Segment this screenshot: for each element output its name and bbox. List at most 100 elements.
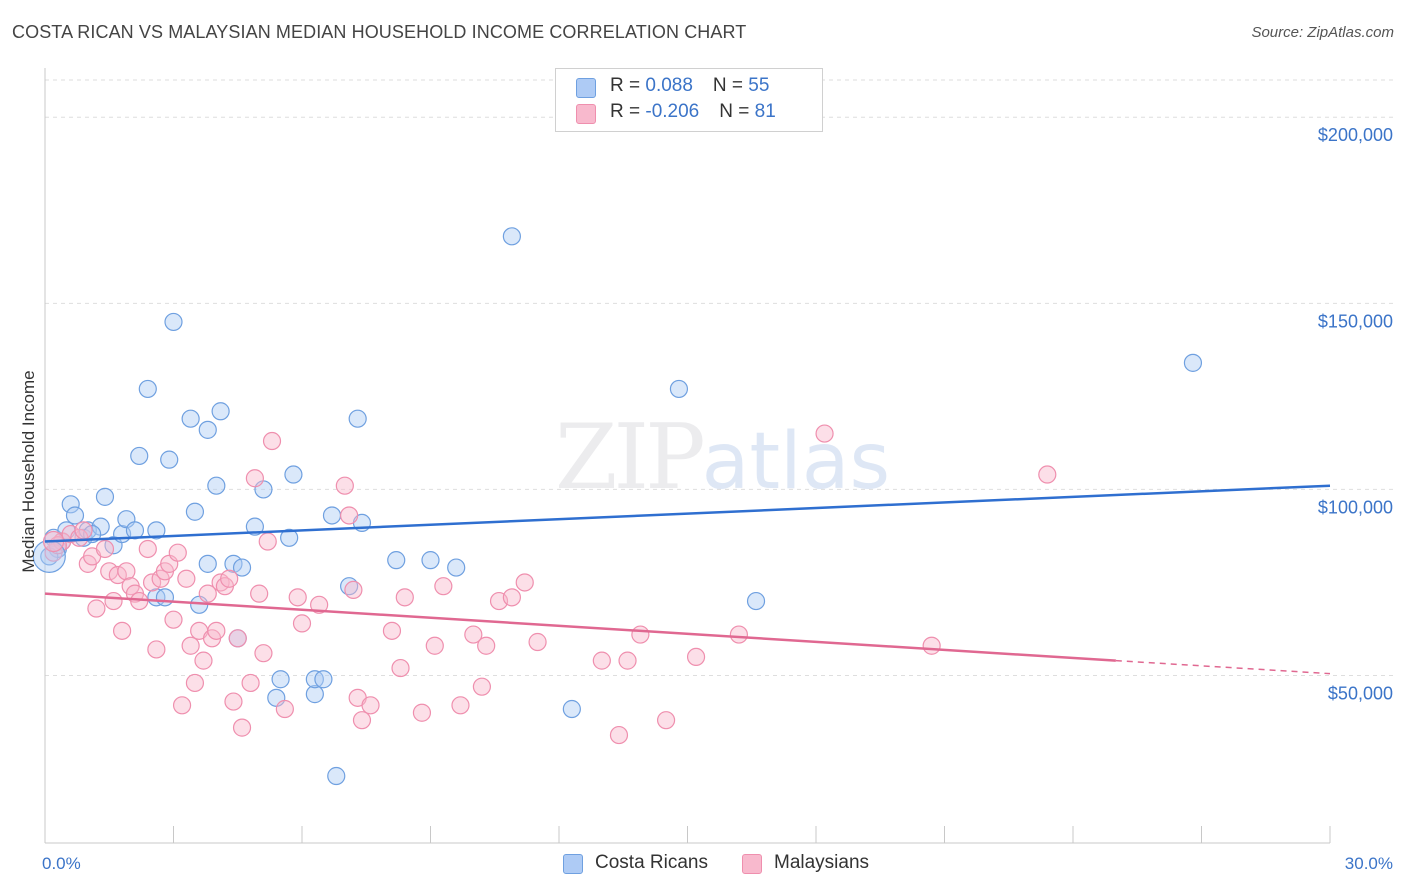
trend-lines (44, 484, 1331, 675)
data-point (922, 636, 941, 655)
data-point (224, 692, 243, 711)
data-point (502, 227, 521, 246)
data-point (61, 495, 80, 514)
data-point (815, 424, 834, 443)
data-point (288, 588, 307, 607)
watermark: ZIPatlas (555, 405, 890, 510)
data-point (245, 469, 264, 488)
data-point (477, 636, 496, 655)
axis-labels: $50,000 $100,000 $150,000 $200,000 0.0% 30.0%… (19, 125, 1393, 873)
data-point (245, 517, 264, 536)
grid-lines (45, 79, 1395, 677)
legend-text-malaysians: R = -0.206 N = 81 (610, 101, 776, 122)
data-point (669, 379, 689, 399)
data-point (262, 431, 282, 451)
data-point (322, 506, 342, 525)
data-point (447, 558, 466, 577)
data-point (232, 558, 252, 577)
data-point (451, 696, 470, 715)
data-point (327, 766, 346, 786)
data-point (275, 699, 294, 719)
y-tick-label: $100,000 (1318, 497, 1393, 517)
trend-line-malaysians (44, 592, 1116, 662)
data-point (74, 521, 93, 540)
data-point (194, 651, 213, 670)
data-point (387, 551, 406, 570)
data-point (138, 539, 157, 559)
data-point (382, 621, 402, 640)
data-point (344, 580, 363, 600)
data-point (472, 677, 491, 696)
data-point (254, 644, 273, 663)
axes (44, 68, 1331, 844)
series-malaysians (44, 424, 1057, 745)
data-point (515, 573, 534, 592)
data-point (1183, 353, 1203, 372)
data-point (314, 670, 333, 689)
data-point (232, 718, 252, 737)
data-point (618, 651, 637, 670)
chart-title: COSTA RICAN VS MALAYSIAN MEDIAN HOUSEHOL… (12, 22, 747, 42)
x-tick-label: 0.0% (42, 854, 81, 873)
correlation-legend: R = 0.088 N = 55 R = -0.206 N = 81 (555, 68, 823, 132)
data-point (421, 551, 440, 570)
source-credit: Source: ZipAtlas.com (1251, 24, 1394, 41)
data-point (340, 506, 359, 525)
y-axis-title: Median Household Income (19, 370, 38, 572)
series-costa-ricans (40, 227, 1203, 786)
bottom-swatch-malaysians (742, 854, 762, 874)
trend-extension (1115, 659, 1331, 675)
watermark-atlas: atlas (701, 417, 891, 507)
data-point (305, 685, 324, 704)
data-point (147, 640, 166, 659)
trend-line-costa-ricans (44, 484, 1331, 543)
legend-swatch-malaysians (576, 104, 596, 124)
data-points (32, 227, 1203, 786)
data-point (185, 502, 205, 521)
data-point (258, 532, 277, 551)
data-point (310, 595, 329, 614)
data-point (117, 562, 136, 581)
watermark-zip: ZIP (555, 405, 706, 510)
data-point (228, 629, 247, 648)
data-point (464, 625, 483, 644)
data-point (1038, 465, 1057, 484)
data-point (211, 402, 230, 421)
y-tick-label: $200,000 (1318, 125, 1393, 145)
y-tick-label: $50,000 (1328, 684, 1393, 704)
data-point (207, 476, 226, 495)
data-point (65, 506, 85, 525)
data-point (168, 543, 187, 562)
data-point (164, 610, 183, 629)
data-point (686, 647, 706, 667)
legend-swatch-costa-ricans (576, 78, 596, 98)
legend-text-costa-ricans: R = 0.088 N = 55 (610, 75, 770, 96)
data-point (104, 591, 123, 611)
data-point (207, 621, 226, 640)
data-point (395, 588, 414, 607)
data-point (284, 465, 303, 484)
bottom-legend-label: Malaysians (774, 852, 870, 873)
data-point (250, 584, 269, 603)
data-point (425, 636, 444, 655)
data-point (434, 577, 453, 596)
data-point (147, 521, 166, 540)
data-point (280, 528, 299, 547)
data-point (198, 584, 217, 603)
data-point (130, 446, 149, 466)
data-point (155, 588, 175, 607)
data-point (352, 711, 372, 730)
data-point (292, 614, 312, 633)
data-point (656, 711, 676, 730)
x-tick-label: 30.0% (1345, 854, 1393, 873)
data-point (335, 476, 354, 495)
data-point (271, 670, 290, 689)
data-point (220, 569, 239, 588)
data-point (198, 420, 217, 439)
bottom-legend-label: Costa Ricans (595, 852, 708, 873)
data-point (164, 312, 183, 332)
data-point (502, 588, 521, 607)
data-point (87, 599, 106, 618)
data-point (185, 673, 205, 693)
